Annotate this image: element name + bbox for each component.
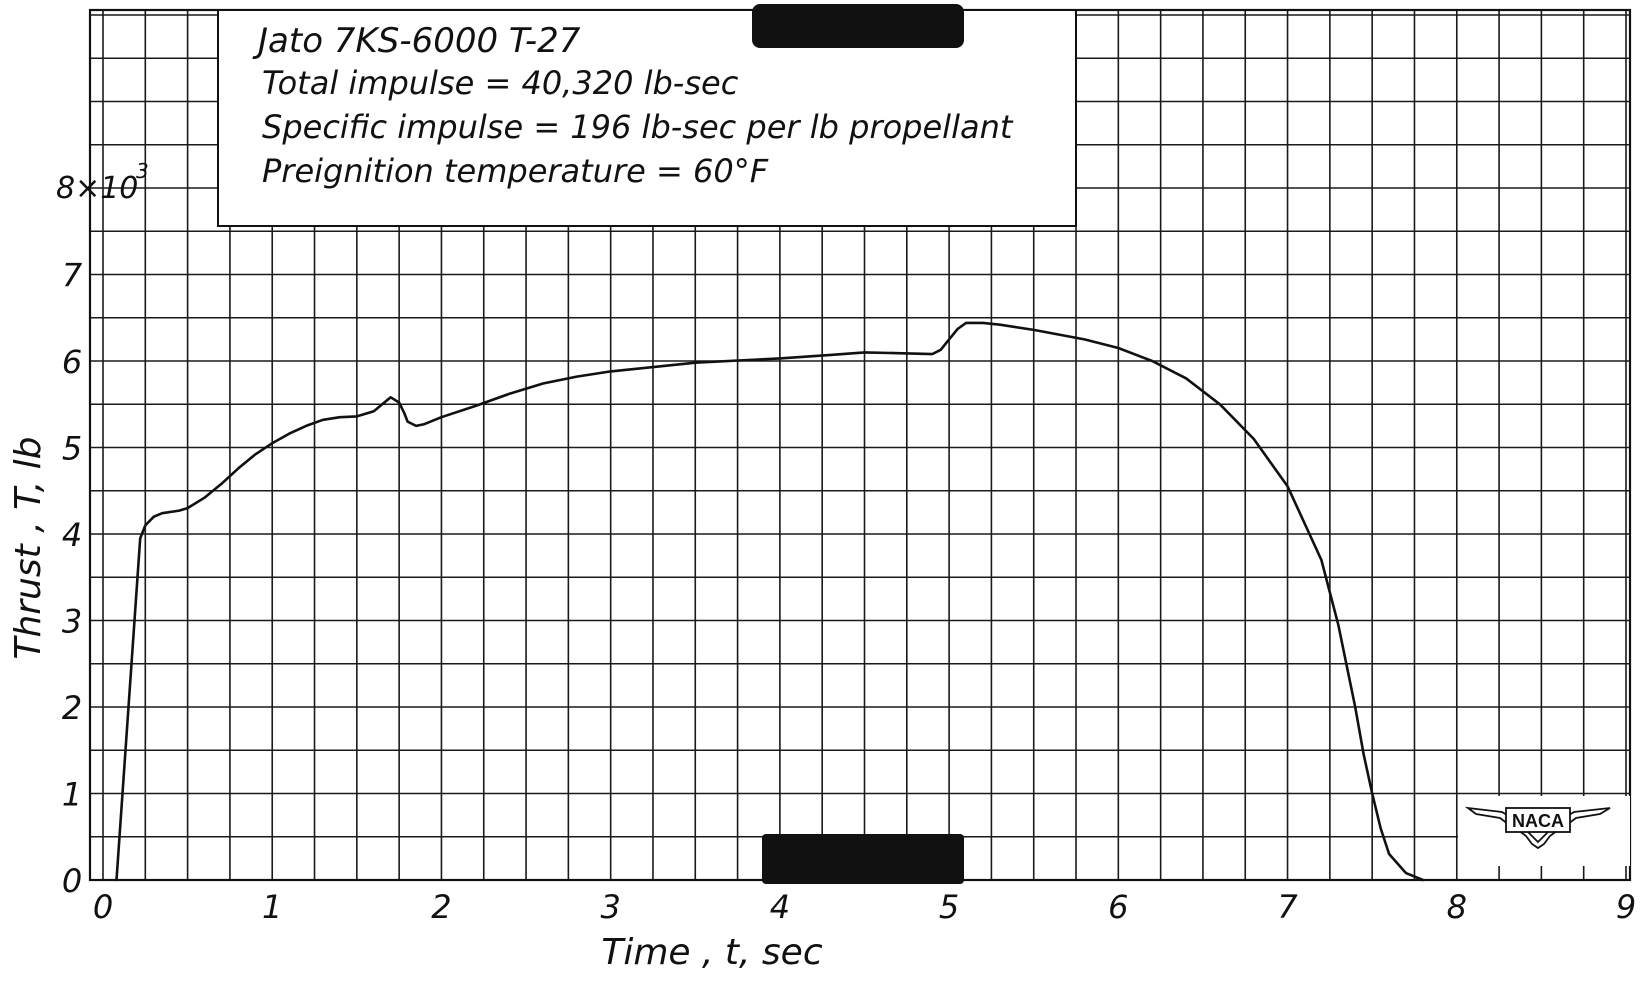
- x-tick-label: 4: [770, 888, 790, 926]
- y-axis-label: Thrust , T, lb: [8, 436, 49, 659]
- title-line-1: Jato 7KS-6000 T-27: [252, 21, 581, 61]
- y-tick-label: 4: [62, 516, 82, 554]
- y-multiplier: 8×10 3: [56, 159, 149, 206]
- title-line-4: Preignition temperature = 60°F: [262, 152, 769, 190]
- redaction-top: [752, 4, 964, 48]
- x-tick-label: 1: [262, 888, 282, 926]
- x-tick-label: 0: [93, 888, 113, 926]
- x-tick-label: 8: [1447, 888, 1467, 926]
- logo-plate: [1505, 807, 1571, 833]
- x-tick-label: 7: [1277, 888, 1298, 926]
- y-multiplier-exponent: 3: [136, 159, 149, 183]
- redaction-bottom: [762, 834, 964, 884]
- y-tick-label: 0: [62, 862, 82, 900]
- x-tick-labels: 0 1 2 3 4 5 6 7 8 9: [93, 888, 1636, 926]
- x-tick-label: 9: [1616, 888, 1636, 926]
- y-tick-label: 5: [62, 430, 82, 468]
- series-line-thrust: [115, 321, 1425, 882]
- y-tick-label: 6: [62, 343, 82, 381]
- x-axis-label: Time , t, sec: [601, 932, 822, 973]
- y-tick-label: 2: [62, 689, 82, 727]
- logo-text: NACA: [1512, 811, 1564, 831]
- y-tick-label: 1: [62, 776, 82, 814]
- y-multiplier-label: 8×10: [56, 171, 138, 206]
- x-tick-label: 6: [1108, 888, 1128, 926]
- y-tick-label: 3: [62, 603, 82, 641]
- naca-logo: NACA: [1458, 796, 1630, 866]
- y-tick-labels: 0 1 2 3 4 5 6 7: [62, 257, 83, 901]
- title-line-2: Total impulse = 40,320 lb-sec: [262, 64, 739, 102]
- title-line-3: Specific impulse = 196 lb-sec per lb pro…: [262, 108, 1014, 146]
- x-tick-label: 3: [600, 888, 620, 926]
- x-tick-label: 2: [431, 888, 451, 926]
- x-tick-label: 5: [939, 888, 959, 926]
- y-tick-label: 7: [62, 257, 83, 295]
